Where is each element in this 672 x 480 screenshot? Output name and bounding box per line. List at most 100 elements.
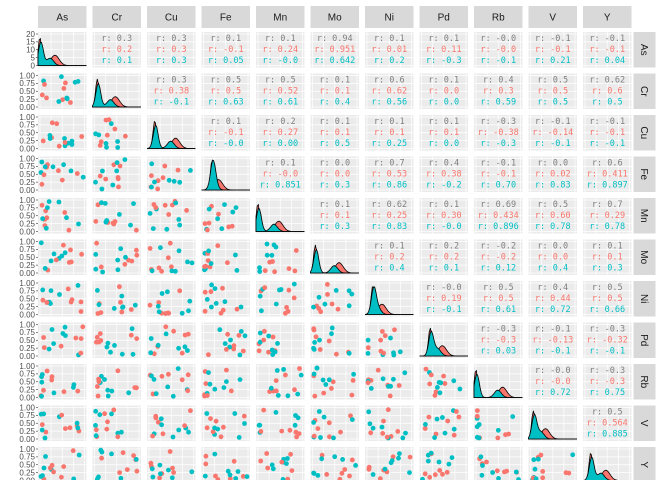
scatter-point — [426, 414, 432, 420]
scatter-point — [294, 434, 299, 440]
scatter-point — [164, 226, 170, 232]
y-tick-label: 0.75 — [19, 411, 35, 420]
scatter-point — [170, 465, 175, 471]
scatter-point — [118, 299, 123, 305]
scatter-point — [349, 457, 355, 463]
scatter-point — [216, 211, 221, 217]
scatter-point — [433, 431, 439, 437]
corr-label: r: 0.1 — [428, 264, 459, 274]
corr-label: r: 0.72 — [535, 305, 571, 315]
scatter-point — [293, 248, 299, 253]
scatter-point — [219, 226, 225, 232]
panel-Ni-Ni — [364, 281, 414, 317]
y-tick-label: 10 — [26, 46, 35, 55]
scatter-point — [43, 454, 48, 459]
scatter-point — [257, 330, 263, 336]
scatter-point — [103, 141, 109, 146]
corr-label: r: 0.0 — [428, 139, 459, 149]
scatter-point — [297, 366, 302, 371]
scatter-point — [185, 388, 191, 394]
scatter-point — [318, 309, 324, 315]
corr-label: r: 0.5 — [592, 408, 623, 418]
scatter-point — [44, 368, 50, 374]
scatter-point — [64, 95, 70, 101]
scatter-point — [149, 466, 155, 472]
scatter-point — [395, 429, 401, 434]
scatter-point — [117, 163, 123, 169]
strip-right-label: Cu — [638, 126, 649, 139]
scatter-point — [386, 384, 391, 389]
corr-label: r: 0.1 — [374, 117, 405, 127]
scatter-point — [203, 453, 209, 459]
scatter-point — [100, 168, 105, 174]
scatter-point — [115, 434, 121, 440]
scatter-point — [325, 282, 330, 287]
scatter-point — [124, 467, 130, 472]
scatter-point — [490, 470, 495, 475]
scatter-point — [39, 379, 45, 385]
scatter-point — [264, 252, 270, 258]
corr-label: r: 0.1 — [592, 253, 623, 263]
panel-Fe-Mn: r: 0.1r: -0.0r: 0.851 — [256, 156, 305, 192]
scatter-point — [228, 337, 233, 343]
scatter-point — [108, 121, 114, 127]
scatter-point — [45, 205, 50, 211]
scatter-point — [96, 474, 101, 480]
scatter-point — [93, 219, 99, 224]
scatter-point — [49, 327, 55, 332]
scatter-point — [153, 391, 159, 397]
scatter-point — [234, 268, 240, 273]
panel-Mn-Pd: r: 0.1r: 0.30r: -0.0 — [419, 198, 468, 234]
scatter-point — [232, 411, 238, 416]
scatter-point — [205, 258, 211, 263]
scatter-point — [185, 348, 190, 353]
scatter-point — [266, 333, 272, 339]
scatter-point — [61, 464, 67, 469]
scatter-point — [338, 429, 343, 435]
scatter-point — [48, 288, 54, 294]
scatter-point — [118, 475, 124, 480]
scatter-point — [312, 393, 318, 399]
scatter-point — [457, 386, 463, 392]
y-tick-label: 0.25 — [19, 261, 35, 270]
corr-label: r: 0.53 — [371, 170, 407, 180]
scatter-point — [111, 407, 117, 413]
scatter-point — [242, 421, 247, 426]
corr-label: r: 0.24 — [262, 45, 298, 55]
scatter-point — [437, 390, 443, 396]
scatter-point — [366, 409, 372, 415]
scatter-point — [43, 429, 49, 435]
scatter-point — [212, 286, 218, 291]
panel-Mn-Cu — [147, 198, 196, 234]
scatter-point — [329, 331, 334, 337]
scatter-point — [339, 470, 345, 476]
scatter-point — [204, 425, 210, 431]
scatter-point — [41, 387, 46, 393]
scatter-point — [218, 434, 224, 440]
scatter-point — [149, 373, 154, 379]
scatter-point — [333, 288, 339, 293]
corr-label: r: 0.11 — [426, 45, 462, 55]
panel-Cu-Cu — [146, 115, 196, 151]
corr-label: r: -0.3 — [589, 325, 625, 335]
scatter-point — [39, 372, 45, 377]
scatter-point — [264, 241, 270, 247]
scatter-point — [187, 298, 193, 304]
scatter-point — [39, 393, 44, 399]
panel-Cr-Mn: r: 0.5r: 0.52r: 0.61 — [256, 73, 305, 109]
y-tick-label: 0.00 — [19, 269, 35, 278]
panel-Mo-V: r: 0.0r: 0.0r: 0.4 — [528, 239, 577, 275]
y-tick-label: 0.25 — [19, 344, 35, 353]
scatter-point — [78, 336, 84, 341]
panel-Ni-V: r: 0.4r: 0.44r: 0.72 — [528, 281, 577, 317]
scatter-point — [258, 429, 264, 434]
scatter-point — [176, 345, 182, 351]
scatter-point — [334, 351, 339, 357]
scatter-point — [280, 477, 286, 480]
scatter-point — [222, 202, 227, 208]
y-tick-label: 0.50 — [19, 87, 35, 96]
corr-label: r: 0.5 — [592, 283, 623, 293]
scatter-point — [71, 385, 76, 390]
scatter-point — [502, 469, 507, 475]
scatter-point — [149, 161, 155, 167]
